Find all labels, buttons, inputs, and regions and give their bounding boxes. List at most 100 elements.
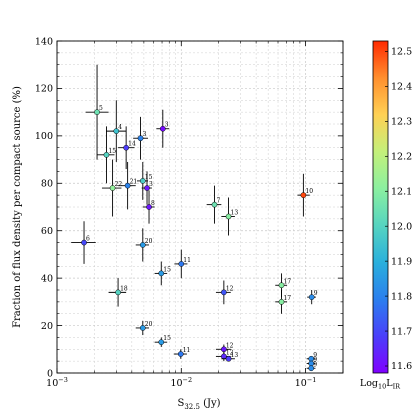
- point-label: 8: [151, 200, 155, 207]
- y-axis-label: Fraction of flux density per compact sou…: [12, 86, 23, 328]
- colorbar-tick-label: 11.9: [391, 256, 412, 267]
- colorbar: 11.6 11.7 11.8 11.9 12.0 12.1 12.2 12.3 12.4 12.5…: [360, 40, 412, 391]
- data-point: 8: [142, 190, 155, 224]
- point-marker: [137, 135, 144, 142]
- point-marker: [109, 185, 116, 191]
- point-label: 5: [99, 105, 103, 112]
- data-point: 15: [136, 161, 153, 200]
- point-label: 21: [130, 179, 138, 186]
- x-tick-label: 10−3: [46, 376, 68, 389]
- data-point: 9: [306, 361, 317, 372]
- y-tick-label: 100: [35, 131, 53, 142]
- point-label: 11: [183, 257, 191, 264]
- data-point: 9: [307, 290, 318, 305]
- point-marker: [278, 282, 285, 289]
- point-marker: [139, 242, 146, 248]
- data-point: 12: [215, 349, 234, 362]
- point-marker: [225, 213, 232, 220]
- data-point: 11: [173, 347, 191, 359]
- data-point: 22: [101, 159, 123, 217]
- point-marker: [158, 270, 165, 277]
- point-marker: [139, 325, 146, 331]
- data-point: 6: [71, 221, 96, 264]
- point-label: 12: [226, 349, 234, 356]
- colorbar-label: Log10LIR: [360, 378, 401, 391]
- point-label: 14: [128, 141, 136, 148]
- data-point: 15: [97, 126, 116, 184]
- point-label: 22: [115, 181, 123, 188]
- point-marker: [124, 182, 131, 189]
- data-point: 7: [206, 185, 222, 224]
- data-point: 12: [215, 342, 234, 355]
- point-label: 15: [108, 148, 116, 155]
- y-tick-label: 140: [35, 36, 53, 47]
- point-marker: [158, 339, 165, 346]
- data-point: 17: [275, 273, 291, 298]
- data-point: 9: [306, 352, 317, 362]
- point-marker: [94, 109, 100, 115]
- point-label: 11: [183, 347, 191, 354]
- point-marker: [139, 178, 146, 184]
- point-label: 9: [314, 290, 318, 297]
- colorbar-tick-label: 11.6: [391, 361, 412, 372]
- data-point: 3: [156, 109, 170, 148]
- point-label: 12: [226, 285, 234, 292]
- colorbar-gradient: [372, 40, 389, 374]
- point-label: 13: [231, 209, 239, 216]
- point-marker: [211, 201, 218, 208]
- point-label: 4: [118, 124, 122, 131]
- point-label: 3: [149, 181, 153, 188]
- point-marker: [308, 365, 315, 372]
- point-marker: [221, 289, 227, 296]
- point-label: 15: [163, 266, 171, 273]
- y-tick-label: 80: [41, 179, 53, 190]
- colorbar-tick-label: 11.8: [391, 291, 412, 302]
- y-tick-label: 120: [35, 84, 53, 95]
- colorbar-tick-label: 11.7: [391, 326, 412, 337]
- point-label: 17: [283, 295, 291, 302]
- data-point: 20: [135, 320, 153, 336]
- point-label: 10: [305, 188, 313, 195]
- point-marker: [159, 125, 166, 132]
- data-point: 12: [215, 280, 234, 305]
- data-point: 3: [141, 171, 153, 205]
- point-marker: [308, 294, 315, 300]
- point-marker: [146, 204, 152, 210]
- point-label: 6: [86, 236, 90, 243]
- x-axis-label: S32.5 (Jy): [177, 398, 220, 411]
- point-marker: [103, 151, 110, 158]
- data-point: 15: [154, 335, 171, 347]
- point-label: 9: [313, 352, 317, 359]
- data-point: 13: [221, 197, 239, 236]
- data-point: 5: [85, 64, 109, 160]
- data-point: 3: [133, 116, 149, 160]
- data-point: 21: [118, 161, 138, 210]
- point-label: 13: [231, 352, 239, 359]
- data-point: 13: [221, 352, 238, 362]
- data-point: 15: [154, 261, 171, 286]
- data-point: 18: [108, 278, 128, 307]
- y-tick-label: 40: [41, 273, 53, 284]
- data-point: 9: [306, 357, 317, 367]
- point-label: 15: [145, 174, 153, 181]
- colorbar-tick-label: 12.4: [391, 82, 412, 93]
- point-label: 18: [120, 285, 128, 292]
- point-marker: [300, 192, 307, 198]
- point-label: 20: [145, 238, 153, 245]
- data-point: 17: [275, 290, 291, 314]
- point-label: 9: [313, 357, 317, 364]
- point-marker: [177, 351, 184, 357]
- point-label: 15: [163, 335, 171, 342]
- y-tick-label: 60: [41, 226, 53, 237]
- point-marker: [113, 128, 120, 134]
- point-marker: [81, 239, 87, 246]
- x-tick-label: 10−2: [170, 376, 192, 389]
- point-label: 9: [313, 361, 317, 368]
- y-tick-label: 0: [47, 368, 53, 379]
- point-label: 17: [283, 278, 291, 285]
- colorbar-tick-label: 12.5: [391, 47, 412, 58]
- colorbar-tick-label: 12.2: [391, 152, 412, 163]
- point-marker: [178, 261, 185, 267]
